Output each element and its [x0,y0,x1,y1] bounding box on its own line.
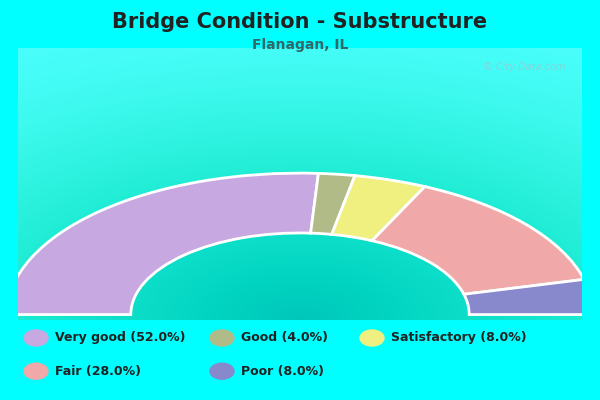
Text: Satisfactory (8.0%): Satisfactory (8.0%) [391,332,527,344]
Wedge shape [311,173,355,234]
Text: Flanagan, IL: Flanagan, IL [252,38,348,52]
Wedge shape [372,186,584,294]
Wedge shape [7,173,319,314]
Text: Bridge Condition - Substructure: Bridge Condition - Substructure [112,12,488,32]
Text: Poor (8.0%): Poor (8.0%) [241,365,324,378]
Text: © City-Data.com: © City-Data.com [482,62,565,72]
Wedge shape [332,176,425,241]
Text: Fair (28.0%): Fair (28.0%) [55,365,141,378]
Wedge shape [464,279,593,314]
Text: Good (4.0%): Good (4.0%) [241,332,328,344]
Text: Very good (52.0%): Very good (52.0%) [55,332,186,344]
